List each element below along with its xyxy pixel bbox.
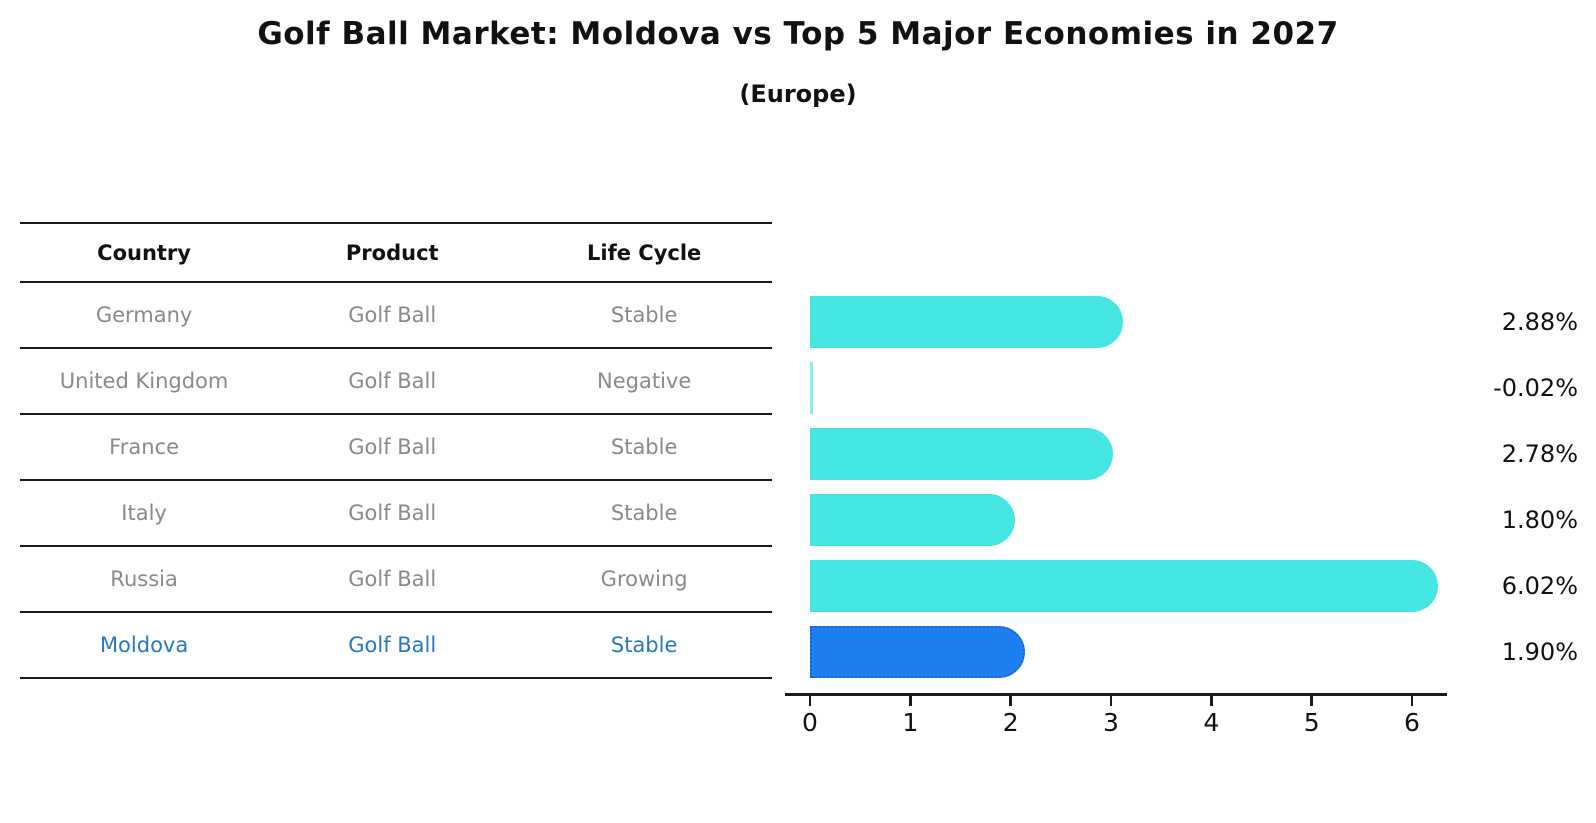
table-row-united-kingdom: United Kingdom Golf Ball Negative (20, 349, 772, 415)
cell-life-cycle: Stable (610, 633, 678, 657)
cell-life-cycle: Stable (610, 501, 678, 525)
x-axis-tick-label: 1 (902, 708, 919, 737)
cell-country: Russia (110, 567, 178, 591)
table-row-germany: Germany Golf Ball Stable (20, 283, 772, 349)
cell-country: Italy (121, 501, 167, 525)
x-axis-tick (1410, 696, 1414, 706)
x-axis-tick (1109, 696, 1113, 706)
header-product: Product (345, 240, 439, 265)
x-axis-line (785, 693, 1447, 696)
x-axis-tick (808, 696, 812, 706)
table-row-italy: Italy Golf Ball Stable (20, 481, 772, 547)
cell-country: Germany (95, 303, 193, 327)
chart-title: Golf Ball Market: Moldova vs Top 5 Major… (257, 16, 1339, 52)
bar-value-label: 1.80% (1501, 506, 1578, 534)
cell-country: Moldova (99, 633, 189, 657)
header-life-cycle: Life Cycle (587, 240, 702, 265)
x-axis-tick-label: 0 (802, 708, 818, 737)
x-axis-tick (1009, 696, 1012, 706)
bar-germany (810, 296, 1123, 348)
cell-life-cycle: Stable (610, 435, 678, 459)
x-axis-tick-label: 3 (1103, 708, 1119, 737)
x-axis-tick-label: 4 (1203, 708, 1220, 737)
cell-product: Golf Ball (348, 633, 437, 657)
cell-life-cycle: Negative (597, 369, 692, 393)
cell-product: Golf Ball (348, 501, 437, 525)
bar-united-kingdom (810, 362, 813, 414)
cell-product: Golf Ball (348, 435, 437, 459)
cell-life-cycle: Stable (610, 303, 678, 327)
bar-value-label: 1.90% (1501, 638, 1578, 666)
bar-value-label: 2.88% (1501, 308, 1578, 336)
bar-value-label: 6.02% (1501, 572, 1578, 600)
table-row-france: France Golf Ball Stable (20, 415, 772, 481)
header-country: Country (97, 240, 191, 265)
bar-value-label: -0.02% (1493, 374, 1578, 402)
bar-italy (810, 494, 1015, 546)
table-row-moldova: Moldova Golf Ball Stable (20, 613, 772, 679)
cell-country: France (109, 435, 179, 459)
x-axis-tick-label: 5 (1303, 708, 1320, 737)
x-axis-tick (1210, 696, 1213, 706)
cell-life-cycle: Growing (600, 567, 688, 591)
cell-product: Golf Ball (348, 369, 437, 393)
table-row-russia: Russia Golf Ball Growing (20, 547, 772, 613)
x-axis-tick (1310, 696, 1313, 706)
x-axis-tick-label: 6 (1404, 708, 1420, 737)
chart-subtitle: (Europe) (739, 80, 857, 108)
bar-chart: 0 1 2 3 4 5 6 2.88% -0.02% 2.78% 1.80% 6… (785, 0, 1596, 823)
x-axis-tick-label: 2 (1002, 708, 1019, 737)
x-axis-tick (909, 696, 912, 706)
table-header-row: Country Product Life Cycle (20, 222, 772, 283)
bar-russia (810, 560, 1438, 612)
country-table: Country Product Life Cycle Germany Golf … (20, 222, 772, 679)
cell-product: Golf Ball (348, 567, 437, 591)
bar-value-label: 2.78% (1501, 440, 1578, 468)
bar-moldova-highlighted (810, 626, 1025, 678)
cell-country: United Kingdom (59, 369, 229, 393)
cell-product: Golf Ball (348, 303, 437, 327)
bar-france (810, 428, 1113, 480)
